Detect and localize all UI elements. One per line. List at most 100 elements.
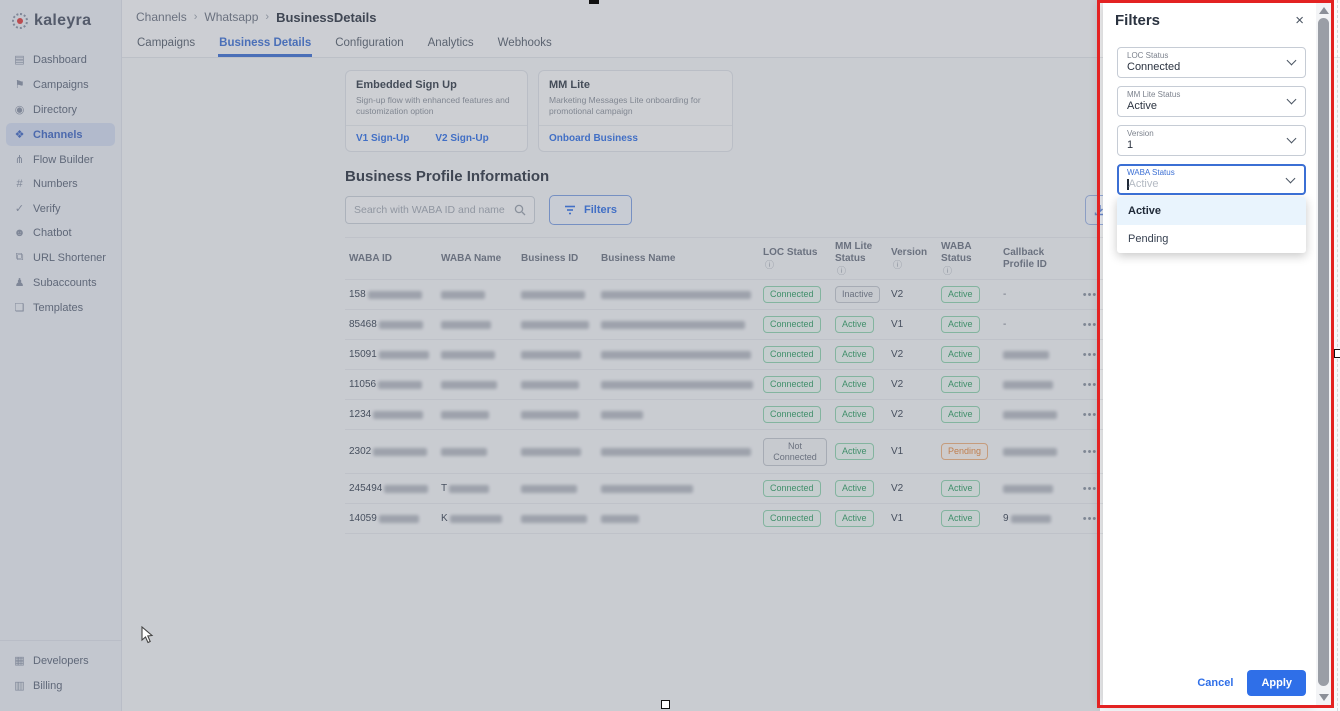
scroll-up-icon[interactable] — [1319, 7, 1329, 14]
url-shortener-icon: ⧉ — [15, 251, 24, 263]
sidebar-item-directory[interactable]: ◉ Directory — [6, 98, 115, 121]
filters-button[interactable]: Filters — [549, 195, 633, 225]
callback-profile-id: - — [1003, 319, 1007, 331]
tab-configuration[interactable]: Configuration — [335, 37, 404, 49]
dropdown-option-active[interactable]: Active — [1117, 197, 1306, 226]
sidebar-item-subaccounts[interactable]: ♟ Subaccounts — [6, 271, 115, 294]
table-row[interactable]: 2302 Not Connected Active V1 Pending ••• — [345, 430, 1107, 475]
table-row[interactable]: 11056 Connected Active V2 Active ••• — [345, 370, 1107, 401]
directory-icon: ◉ — [14, 104, 25, 116]
row-actions-icon[interactable]: ••• — [1082, 288, 1098, 301]
row-actions-icon[interactable]: ••• — [1082, 318, 1098, 331]
search-box — [345, 196, 535, 224]
row-actions-icon[interactable]: ••• — [1082, 482, 1098, 495]
breadcrumb-separator: › — [193, 11, 198, 23]
table-row[interactable]: 158 Connected Inactive V2 Active - ••• — [345, 280, 1107, 311]
loc-status-badge: Connected — [763, 510, 821, 528]
sidebar-item-numbers[interactable]: # Numbers — [6, 173, 115, 195]
text-caret — [1127, 178, 1129, 190]
chevron-down-icon — [1286, 55, 1297, 66]
waba-status-select[interactable]: WABA Status Active — [1117, 164, 1306, 196]
kaleyra-logo: kaleyra — [0, 0, 121, 44]
row-actions-icon[interactable]: ••• — [1082, 378, 1098, 391]
version-select[interactable]: Version 1 — [1117, 125, 1306, 156]
scroll-down-icon[interactable] — [1319, 694, 1329, 701]
waba-status-badge: Active — [941, 480, 980, 498]
mm-lite-status-badge: Active — [835, 316, 874, 334]
dropdown-option-pending[interactable]: Pending — [1128, 233, 1169, 246]
info-icon[interactable]: ⓘ — [893, 260, 903, 271]
info-icon[interactable]: ⓘ — [837, 266, 847, 276]
sidebar-item-templates[interactable]: ❏ Templates — [6, 296, 115, 319]
field-label: WABA Status — [1127, 168, 1175, 177]
column-header-mm-lite-status: MM Lite Status ⓘ — [835, 241, 873, 276]
sidebar-item-dashboard[interactable]: ▤ Dashboard — [6, 48, 115, 71]
table-row[interactable]: 85468 Connected Active V1 Active - ••• — [345, 310, 1107, 341]
sidebar-item-url-shortener[interactable]: ⧉ URL Shortener — [6, 246, 115, 269]
mm-lite-status-badge: Active — [835, 346, 874, 364]
row-actions-icon[interactable]: ••• — [1082, 408, 1098, 421]
version-value: V2 — [891, 409, 904, 421]
info-icon[interactable]: ⓘ — [943, 266, 953, 276]
table-row[interactable]: 14059 K Connected Active V1 Active 9 ••• — [345, 504, 1107, 535]
onboard-business-link[interactable]: Onboard Business — [549, 133, 638, 144]
apply-button[interactable]: Apply — [1247, 670, 1306, 696]
info-icon[interactable]: ⓘ — [765, 260, 775, 271]
field-value: Active — [1127, 100, 1157, 112]
scrollbar-thumb[interactable] — [1318, 18, 1329, 686]
sidebar-item-label: Chatbot — [33, 227, 72, 239]
loc-status-badge: Connected — [763, 406, 821, 424]
callback-profile-id — [1003, 410, 1057, 419]
sidebar-item-campaigns[interactable]: ⚑ Campaigns — [6, 73, 115, 96]
flow-builder-icon: ⋔ — [14, 154, 25, 166]
sidebar-item-chatbot[interactable]: ☻ Chatbot — [6, 222, 115, 244]
sidebar-item-flow-builder[interactable]: ⋔ Flow Builder — [6, 148, 115, 171]
filters-panel-title: Filters — [1115, 12, 1161, 29]
breadcrumb-whatsapp[interactable]: Whatsapp — [204, 10, 259, 24]
cancel-button[interactable]: Cancel — [1197, 677, 1234, 689]
row-actions-icon[interactable]: ••• — [1082, 512, 1098, 525]
close-icon[interactable]: × — [1295, 12, 1304, 29]
table-row[interactable]: 245494 T Connected Active V2 Active ••• — [345, 474, 1107, 505]
mm-lite-status-badge: Inactive — [835, 286, 881, 304]
tab-webhooks[interactable]: Webhooks — [497, 37, 552, 49]
artifact-mark-right — [1334, 349, 1340, 358]
sidebar-item-developers[interactable]: ▦ Developers — [6, 649, 115, 672]
sidebar-item-channels[interactable]: ❖ Channels — [6, 123, 115, 146]
subaccounts-icon: ♟ — [14, 277, 25, 289]
mm-lite-status-select[interactable]: MM Lite Status Active — [1117, 86, 1306, 117]
row-actions-icon[interactable]: ••• — [1082, 348, 1098, 361]
sidebar-bottom: ▦ Developers ▥ Billing — [0, 640, 121, 711]
funnel-icon — [565, 205, 575, 215]
sidebar-item-billing[interactable]: ▥ Billing — [6, 674, 115, 697]
table-row[interactable]: 15091 Connected Active V2 Active ••• — [345, 340, 1107, 371]
kaleyra-logo-icon — [12, 13, 28, 29]
loc-status-badge: Connected — [763, 316, 821, 334]
breadcrumb-channels[interactable]: Channels — [136, 10, 187, 24]
field-label: Version — [1127, 129, 1154, 138]
tab-business-details[interactable]: Business Details — [218, 34, 313, 57]
breadcrumb-current-page: BusinessDetails — [276, 9, 377, 25]
v2-signup-link[interactable]: V2 Sign-Up — [435, 133, 489, 144]
sidebar-item-label: Campaigns — [33, 78, 89, 91]
version-value: V2 — [891, 483, 904, 495]
waba-status-badge: Active — [941, 346, 980, 364]
table-row[interactable]: 1234 Connected Active V2 Active ••• — [345, 400, 1107, 431]
card-title: Embedded Sign Up — [356, 79, 457, 91]
search-input[interactable] — [354, 204, 514, 216]
loc-status-select[interactable]: LOC Status Connected — [1117, 47, 1306, 78]
card-description: Sign-up flow with enhanced features and … — [356, 95, 510, 117]
field-value: 1 — [1127, 139, 1134, 151]
dashboard-icon: ▤ — [14, 54, 25, 66]
panel-scrollbar[interactable] — [1316, 2, 1331, 706]
mm-lite-status-badge: Active — [835, 376, 874, 394]
tab-analytics[interactable]: Analytics — [427, 37, 474, 49]
sidebar-item-label: Numbers — [33, 178, 78, 190]
row-actions-icon[interactable]: ••• — [1082, 445, 1098, 458]
sidebar-item-verify[interactable]: ✓ Verify — [6, 197, 115, 220]
tab-campaigns[interactable]: Campaigns — [137, 37, 196, 49]
mm-lite-status-badge: Active — [835, 480, 874, 498]
embedded-signup-card: Embedded Sign Up Sign-up flow with enhan… — [345, 70, 528, 152]
v1-signup-link[interactable]: V1 Sign-Up — [356, 133, 410, 144]
